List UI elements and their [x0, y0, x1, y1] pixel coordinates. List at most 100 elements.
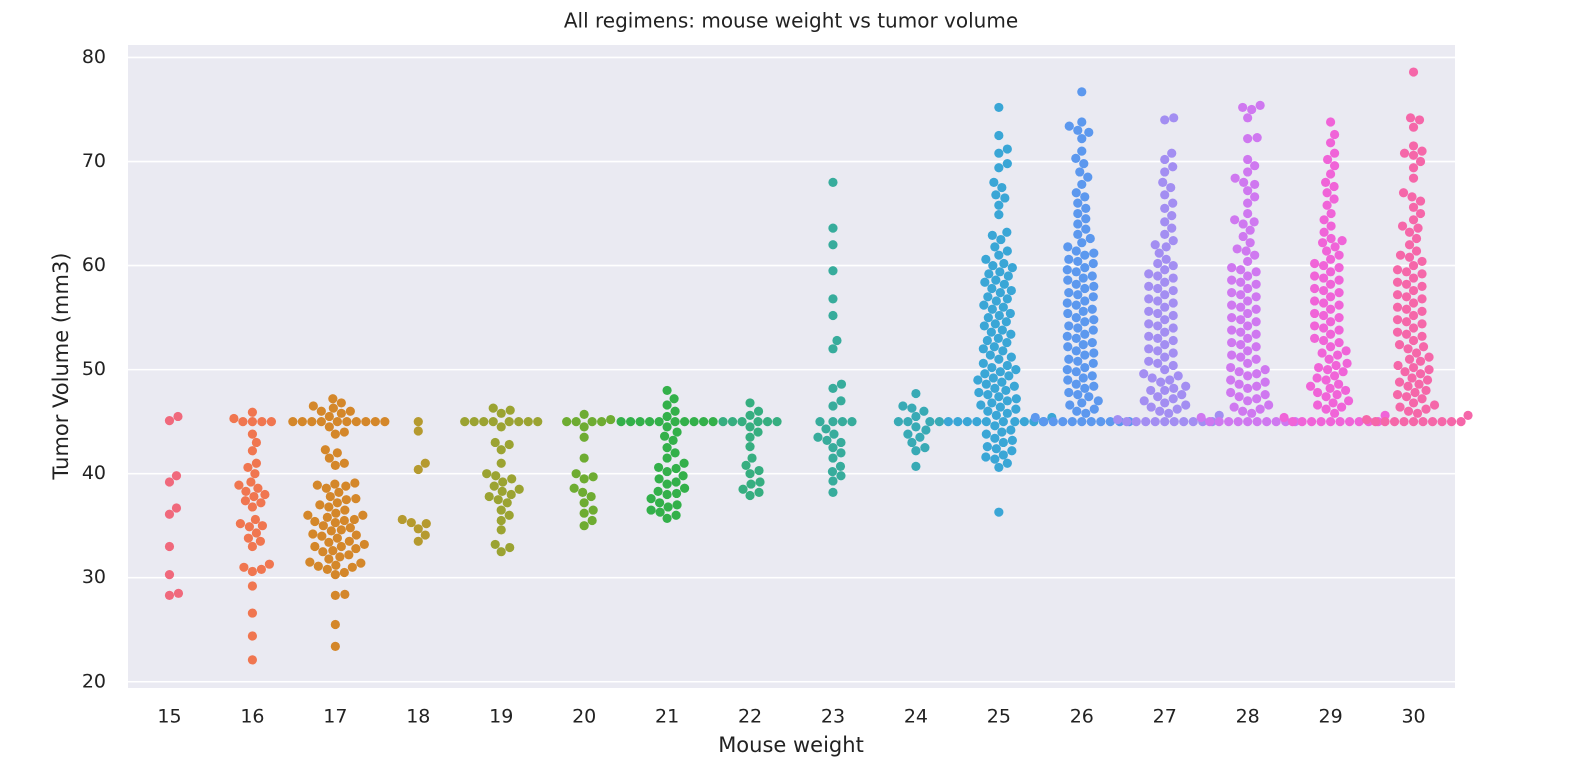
point — [324, 411, 334, 422]
point — [981, 254, 991, 264]
point — [836, 448, 846, 458]
x-tick-label: 19 — [489, 706, 513, 728]
point — [1415, 156, 1426, 167]
point — [1003, 271, 1013, 281]
point — [1160, 115, 1170, 125]
point — [358, 510, 368, 520]
point — [1401, 292, 1412, 302]
point — [1093, 396, 1103, 406]
point — [239, 562, 249, 572]
point — [1144, 331, 1154, 341]
point — [1325, 169, 1336, 179]
point — [1146, 385, 1156, 396]
point — [980, 369, 990, 379]
point — [654, 417, 664, 427]
point — [1073, 219, 1083, 229]
point — [505, 405, 515, 415]
point — [1252, 394, 1262, 404]
point — [995, 267, 1005, 277]
point — [646, 494, 656, 504]
point — [1238, 219, 1248, 229]
point — [326, 526, 336, 536]
point — [1088, 358, 1098, 368]
point — [332, 448, 342, 458]
point — [1255, 100, 1265, 110]
point — [1122, 417, 1132, 427]
point — [1250, 179, 1260, 190]
point — [1238, 406, 1248, 416]
point — [987, 283, 997, 294]
point — [907, 403, 917, 413]
point — [1160, 167, 1170, 177]
point — [315, 500, 325, 510]
point — [1243, 383, 1253, 393]
point — [1006, 329, 1016, 339]
point — [1168, 236, 1178, 246]
point — [1081, 408, 1091, 418]
point — [1080, 296, 1090, 306]
point — [238, 417, 248, 427]
point — [1236, 327, 1246, 337]
point — [324, 554, 334, 564]
point — [999, 279, 1009, 289]
point — [828, 310, 838, 321]
point — [330, 517, 340, 528]
point — [1243, 167, 1253, 177]
point — [1306, 417, 1317, 427]
point — [672, 500, 682, 510]
point — [1243, 321, 1253, 331]
point — [1251, 267, 1261, 277]
point — [1080, 329, 1090, 339]
point — [1166, 182, 1176, 193]
point — [421, 519, 431, 529]
point — [1154, 248, 1164, 258]
point — [413, 426, 423, 436]
point — [745, 442, 755, 452]
point — [979, 321, 989, 331]
point — [1325, 304, 1336, 314]
point — [1414, 115, 1425, 125]
point — [523, 417, 533, 427]
point — [1078, 306, 1088, 316]
y-tick-label: 50 — [82, 358, 106, 380]
point — [1144, 319, 1154, 329]
point — [1456, 417, 1466, 427]
point — [1080, 350, 1090, 360]
point — [240, 496, 251, 506]
point — [741, 460, 751, 470]
point — [1156, 377, 1166, 387]
point — [828, 401, 838, 411]
point — [313, 561, 323, 571]
point — [1329, 408, 1340, 418]
point — [1063, 275, 1073, 285]
point — [653, 486, 663, 496]
point — [1404, 227, 1415, 237]
point — [1243, 346, 1253, 356]
point — [1399, 148, 1410, 158]
point — [1073, 323, 1083, 333]
point — [689, 417, 699, 427]
point — [1177, 389, 1187, 400]
point — [1168, 394, 1178, 404]
point — [1144, 344, 1154, 354]
point — [1403, 381, 1413, 391]
point — [1089, 381, 1099, 391]
point — [1227, 312, 1237, 323]
point — [982, 442, 992, 452]
point — [1227, 350, 1237, 360]
point — [1408, 173, 1419, 183]
x-tick-label: 18 — [406, 706, 430, 728]
point — [1397, 221, 1408, 231]
point — [1002, 408, 1012, 418]
point — [325, 491, 335, 502]
point — [1009, 381, 1019, 391]
point — [662, 422, 672, 432]
point — [497, 486, 507, 496]
point — [921, 425, 931, 435]
point — [1239, 177, 1249, 187]
point — [507, 474, 517, 484]
point — [1408, 335, 1419, 346]
point — [755, 477, 765, 487]
point — [1160, 365, 1170, 375]
point — [1334, 300, 1344, 310]
